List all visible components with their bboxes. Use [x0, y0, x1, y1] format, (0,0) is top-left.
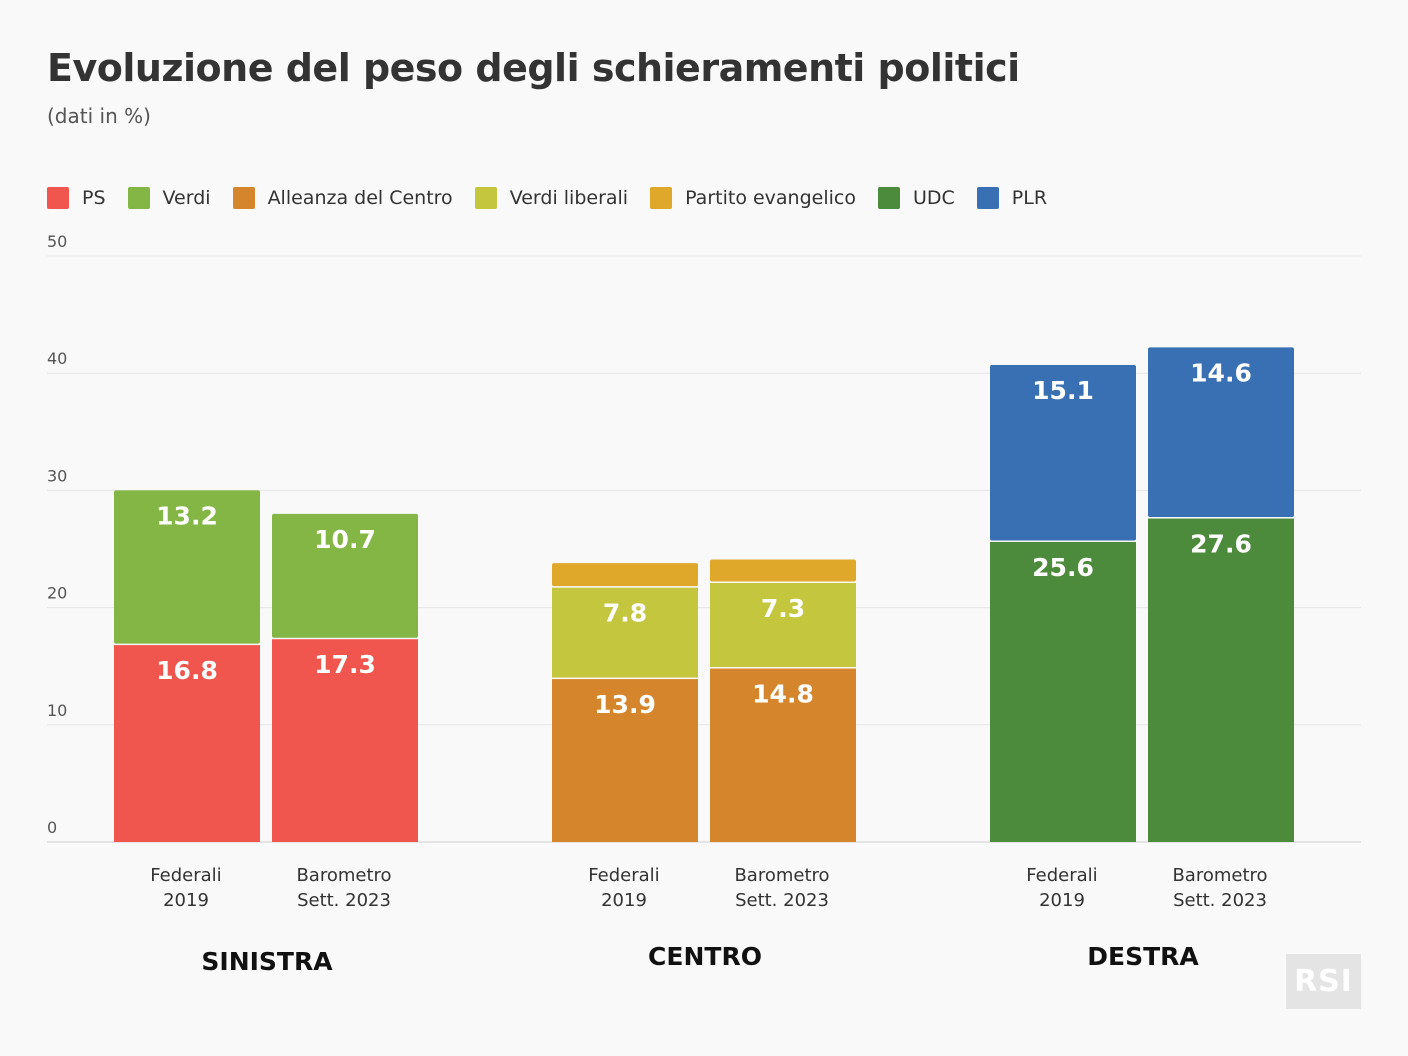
y-tick-label: 30 — [47, 466, 67, 485]
data-label: 7.3 — [761, 594, 805, 623]
bar-segment — [114, 490, 260, 644]
legend-label: PS — [82, 187, 106, 209]
data-label: 13.9 — [594, 690, 656, 719]
data-label: 7.8 — [603, 599, 647, 628]
bar-segment — [552, 587, 698, 678]
legend-item: Alleanza del Centro — [232, 187, 453, 209]
x-tick-label: Sett. 2023 — [297, 890, 391, 911]
legend-label: Partito evangelico — [685, 187, 856, 209]
legend-item: Partito evangelico — [650, 187, 856, 209]
legend-swatch — [877, 187, 900, 209]
bar-segment — [1148, 518, 1294, 842]
legend-label: Verdi — [162, 187, 211, 209]
bar-segment — [272, 639, 418, 842]
legend-label: Verdi liberali — [509, 187, 629, 209]
x-tick-label: Barometro — [296, 865, 391, 886]
x-tick-label: 2019 — [163, 890, 209, 911]
y-tick-label: 10 — [47, 701, 67, 720]
data-label: 14.6 — [1190, 358, 1252, 387]
y-tick-label: 40 — [47, 349, 67, 368]
data-label: 17.3 — [314, 650, 376, 679]
x-tick-label: Sett. 2023 — [1173, 890, 1267, 911]
bar-segment — [710, 559, 856, 582]
bar-segment — [710, 668, 856, 842]
group-label: SINISTRA — [201, 947, 333, 976]
data-label: 14.8 — [752, 680, 814, 709]
y-tick-label: 0 — [47, 818, 57, 837]
group-label: DESTRA — [1087, 942, 1199, 971]
legend-item: PLR — [976, 187, 1048, 209]
bar-segment — [990, 541, 1136, 842]
legend-swatch — [232, 187, 255, 209]
x-tick-label: Federali — [1026, 865, 1097, 886]
bar-segment — [552, 563, 698, 587]
legend-label: UDC — [912, 187, 955, 209]
bar-segment — [114, 645, 260, 842]
legend-swatch — [47, 187, 69, 209]
legend-swatch — [127, 187, 150, 209]
legend-item: PS — [47, 187, 106, 209]
legend-swatch — [474, 187, 497, 209]
bar-segment — [710, 582, 856, 668]
x-tick-label: Barometro — [1172, 865, 1267, 886]
legend: PS Verdi Alleanza del Centro Verdi liberali… — [47, 187, 1069, 209]
rsi-logo: RSI — [1286, 954, 1361, 1009]
bar-segment — [272, 513, 418, 638]
bar-segment — [552, 679, 698, 842]
legend-label: PLR — [1011, 187, 1048, 209]
x-tick-label: 2019 — [1039, 890, 1085, 911]
y-tick-label: 20 — [47, 584, 67, 603]
legend-label: Alleanza del Centro — [267, 187, 453, 209]
legend-swatch — [650, 187, 673, 209]
x-tick-label: 2019 — [601, 890, 647, 911]
bar-segment — [990, 364, 1136, 541]
chart-subtitle: (dati in %) — [47, 104, 151, 128]
chart-title: Evoluzione del peso degli schieramenti p… — [47, 46, 1020, 90]
data-label: 15.1 — [1032, 376, 1094, 405]
data-label: 27.6 — [1190, 530, 1252, 559]
x-tick-label: Sett. 2023 — [735, 890, 829, 911]
x-tick-label: Barometro — [734, 865, 829, 886]
x-tick-label: Federali — [150, 865, 221, 886]
x-tick-label: Federali — [588, 865, 659, 886]
legend-swatch — [976, 187, 999, 209]
data-label: 16.8 — [156, 656, 218, 685]
data-label: 10.7 — [314, 525, 376, 554]
y-tick-label: 50 — [47, 232, 67, 251]
group-label: CENTRO — [648, 942, 762, 971]
legend-item: Verdi liberali — [474, 187, 629, 209]
data-label: 25.6 — [1032, 553, 1094, 582]
legend-item: UDC — [877, 187, 955, 209]
data-label: 13.2 — [156, 501, 218, 530]
legend-item: Verdi — [127, 187, 211, 209]
bar-segment — [1148, 347, 1294, 518]
